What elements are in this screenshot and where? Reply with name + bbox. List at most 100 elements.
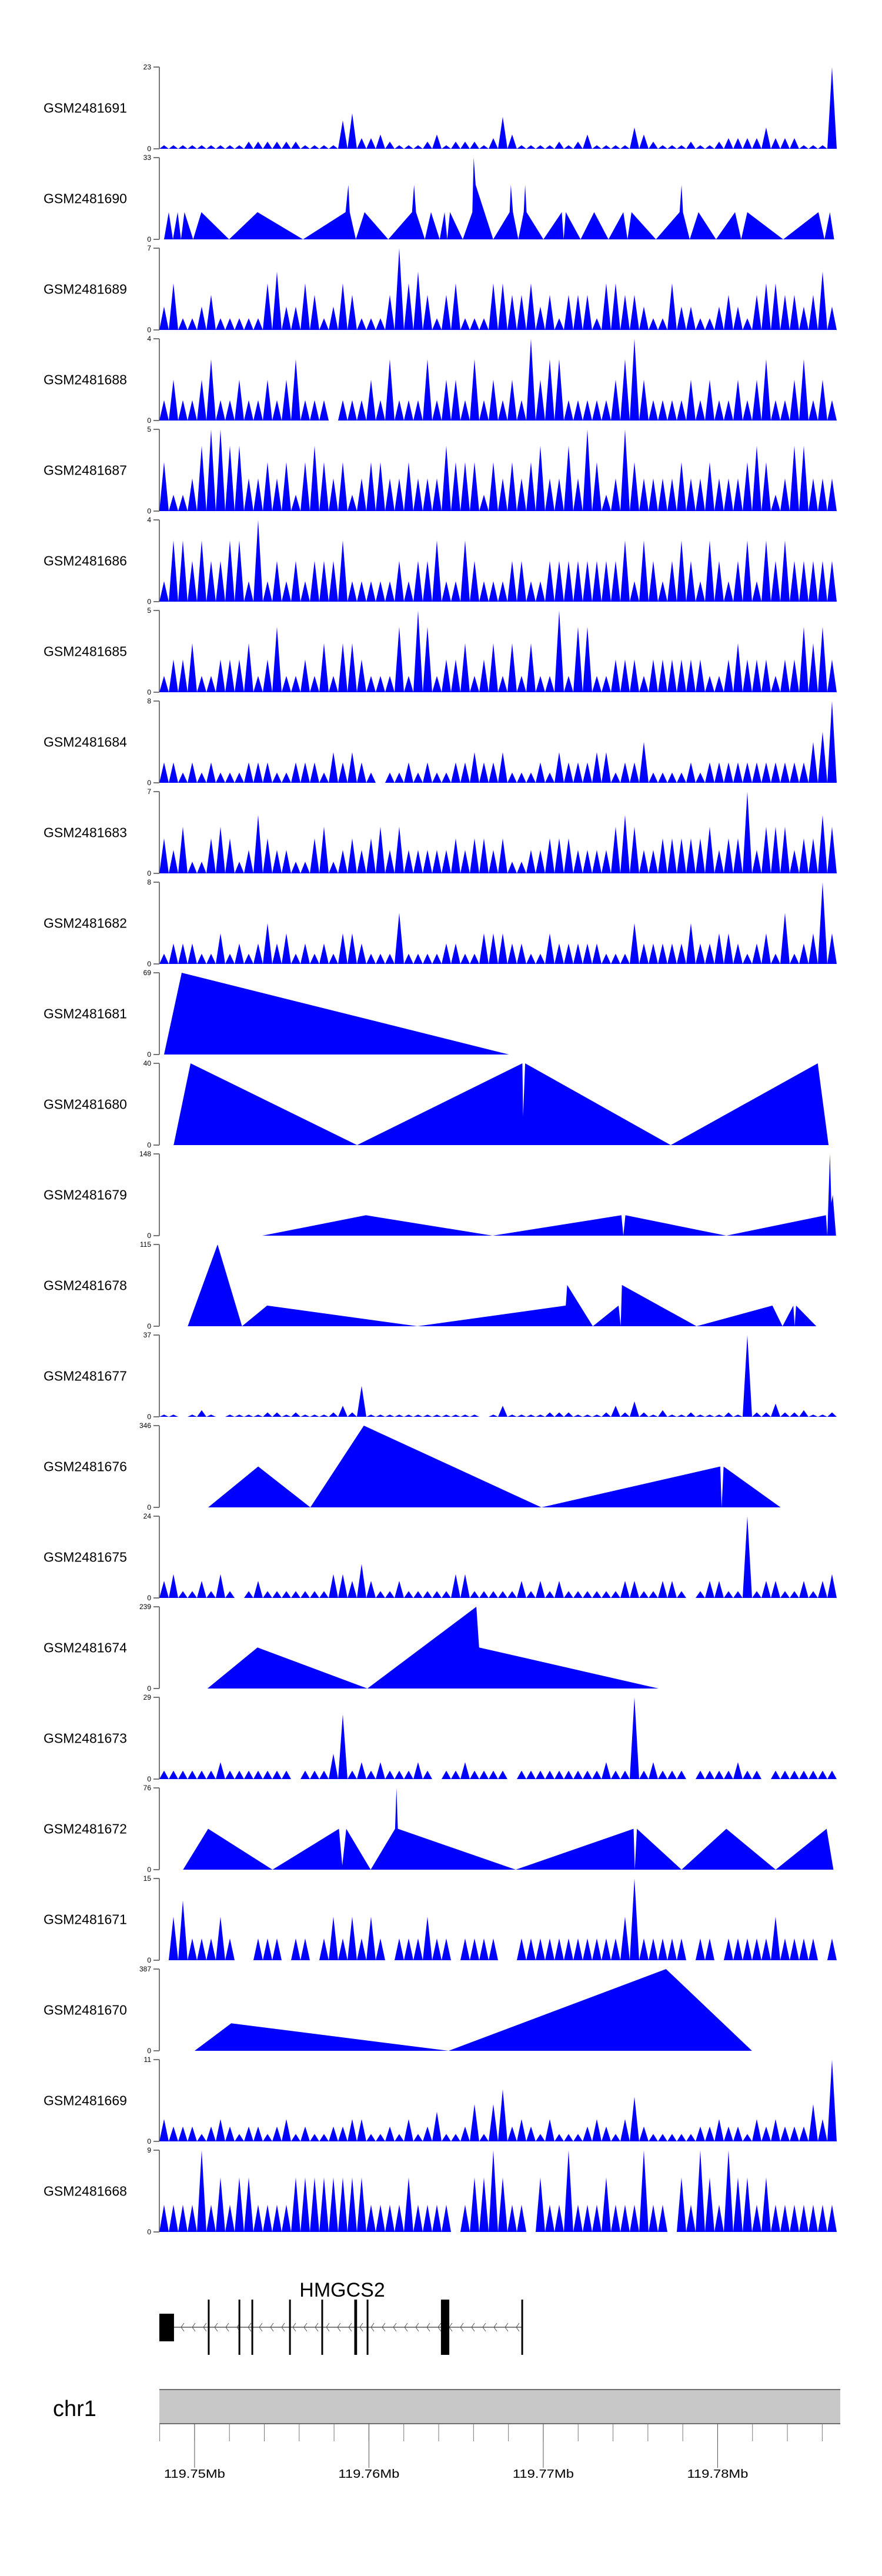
y-tick-label-max: 40 xyxy=(143,1059,152,1067)
signal-area xyxy=(159,520,837,602)
gene-utr-block xyxy=(159,2314,174,2341)
strand-chevron-icon xyxy=(426,2323,430,2332)
gene-exon-block xyxy=(366,2300,369,2355)
track-label: GSM2481681 xyxy=(44,1006,127,1022)
y-tick-label-max: 11 xyxy=(144,2056,152,2064)
signal-area xyxy=(164,973,509,1055)
strand-chevron-icon xyxy=(214,2323,218,2332)
y-tick-label-zero: 0 xyxy=(147,1594,151,1602)
track-label: GSM2481672 xyxy=(44,1821,127,1837)
gene-exon-block xyxy=(440,2300,450,2355)
signal-area xyxy=(159,429,837,511)
y-tick-label-zero: 0 xyxy=(147,1956,151,1964)
y-tick-label-zero: 0 xyxy=(147,1141,151,1149)
y-tick-label-max: 69 xyxy=(143,969,152,977)
y-tick-label-zero: 0 xyxy=(147,326,151,334)
track-label: GSM2481670 xyxy=(44,2003,127,2018)
strand-chevron-icon xyxy=(471,2323,475,2332)
track-label: GSM2481683 xyxy=(44,825,127,840)
y-tick-label-zero: 0 xyxy=(147,1050,151,1059)
y-tick-label-max: 8 xyxy=(147,697,151,705)
y-tick-label-zero: 0 xyxy=(147,416,151,425)
chromosome-axis-track: chr1 119.75Mb 119.76Mb 119.77Mb 119.78Mb xyxy=(53,2389,840,2481)
gene-exon-block xyxy=(354,2300,358,2355)
track-GSM2481671: GSM2481671 15 0 xyxy=(44,1874,837,1964)
track-GSM2481686: GSM2481686 4 0 xyxy=(44,516,837,606)
strand-chevron-icon xyxy=(337,2323,341,2332)
strand-chevron-icon xyxy=(415,2323,419,2332)
track-GSM2481679: GSM2481679 148 0 xyxy=(44,1150,836,1240)
gene-exon-block xyxy=(208,2300,210,2355)
track-label: GSM2481688 xyxy=(44,372,127,388)
y-tick-label-zero: 0 xyxy=(147,1322,151,1330)
signal-area xyxy=(194,1969,752,2051)
x-axis-tick-label: 119.77Mb xyxy=(513,2468,574,2481)
track-label: GSM2481690 xyxy=(44,191,127,206)
y-tick-label-max: 7 xyxy=(147,788,151,796)
track-label: GSM2481669 xyxy=(44,2093,127,2108)
y-tick-label-max: 5 xyxy=(147,606,151,615)
x-axis-tick-label: 119.76Mb xyxy=(338,2468,399,2481)
signal-area xyxy=(159,1516,837,1598)
gene-exon-block xyxy=(521,2300,523,2355)
track-label: GSM2481674 xyxy=(44,1640,127,1656)
signal-area xyxy=(188,1244,817,1326)
track-label: GSM2481668 xyxy=(44,2184,127,2199)
strand-chevron-icon xyxy=(382,2323,386,2332)
y-tick-label-max: 346 xyxy=(139,1422,151,1430)
strand-chevron-icon xyxy=(482,2323,486,2332)
y-tick-label-max: 115 xyxy=(140,1240,151,1249)
strand-chevron-icon xyxy=(192,2323,196,2332)
y-tick-label-max: 37 xyxy=(143,1331,152,1339)
track-GSM2481674: GSM2481674 239 0 xyxy=(44,1603,659,1693)
y-tick-label-max: 76 xyxy=(143,1784,152,1792)
signal-area xyxy=(159,882,837,964)
y-tick-label-max: 24 xyxy=(143,1512,152,1520)
signal-area xyxy=(159,1878,837,1960)
track-GSM2481669: GSM2481669 11 0 xyxy=(44,2056,837,2145)
y-tick-label-max: 239 xyxy=(139,1603,151,1611)
y-tick-label-zero: 0 xyxy=(147,1775,151,1783)
track-GSM2481678: GSM2481678 115 0 xyxy=(44,1240,817,1330)
signal-area xyxy=(164,158,834,239)
signal-area xyxy=(159,339,837,421)
y-tick-label-max: 4 xyxy=(147,335,151,343)
strand-chevron-icon xyxy=(303,2323,308,2332)
y-tick-label-zero: 0 xyxy=(147,235,151,243)
track-GSM2481683: GSM2481683 7 0 xyxy=(44,788,837,877)
signal-area xyxy=(159,1335,837,1417)
y-tick-label-max: 29 xyxy=(143,1693,152,1701)
strand-chevron-icon xyxy=(315,2323,319,2332)
y-tick-label-max: 387 xyxy=(139,1965,151,1973)
signal-area xyxy=(208,1426,781,1507)
y-tick-label-max: 23 xyxy=(143,63,152,71)
strand-chevron-icon xyxy=(259,2323,263,2332)
track-label: GSM2481679 xyxy=(44,1187,127,1203)
chromosome-label: chr1 xyxy=(53,2397,96,2421)
y-tick-label-zero: 0 xyxy=(147,2137,151,2145)
track-GSM2481670: GSM2481670 387 0 xyxy=(44,1965,752,2055)
gene-track: HMGCS2 xyxy=(159,2279,523,2355)
y-tick-label-zero: 0 xyxy=(147,598,151,606)
strand-chevron-icon xyxy=(248,2323,252,2332)
strand-chevron-icon xyxy=(460,2323,464,2332)
signal-area xyxy=(159,2150,837,2232)
track-label: GSM2481677 xyxy=(44,1369,127,1384)
y-tick-label-zero: 0 xyxy=(147,1684,151,1693)
y-tick-label-zero: 0 xyxy=(147,779,151,787)
signal-area xyxy=(183,1788,834,1870)
y-tick-label-zero: 0 xyxy=(147,1413,151,1421)
y-tick-label-zero: 0 xyxy=(147,1503,151,1511)
signal-area xyxy=(173,1063,829,1145)
track-GSM2481687: GSM2481687 5 0 xyxy=(44,425,837,515)
gene-exon-block xyxy=(321,2300,323,2355)
track-GSM2481676: GSM2481676 346 0 xyxy=(44,1422,781,1511)
track-GSM2481672: GSM2481672 76 0 xyxy=(44,1784,834,1874)
strand-chevron-icon xyxy=(326,2323,330,2332)
signal-area xyxy=(159,792,837,873)
signal-area xyxy=(159,67,837,149)
y-tick-label-max: 7 xyxy=(147,244,151,252)
strand-chevron-icon xyxy=(370,2323,375,2332)
strand-chevron-icon xyxy=(225,2323,229,2332)
track-label: GSM2481676 xyxy=(44,1459,127,1474)
